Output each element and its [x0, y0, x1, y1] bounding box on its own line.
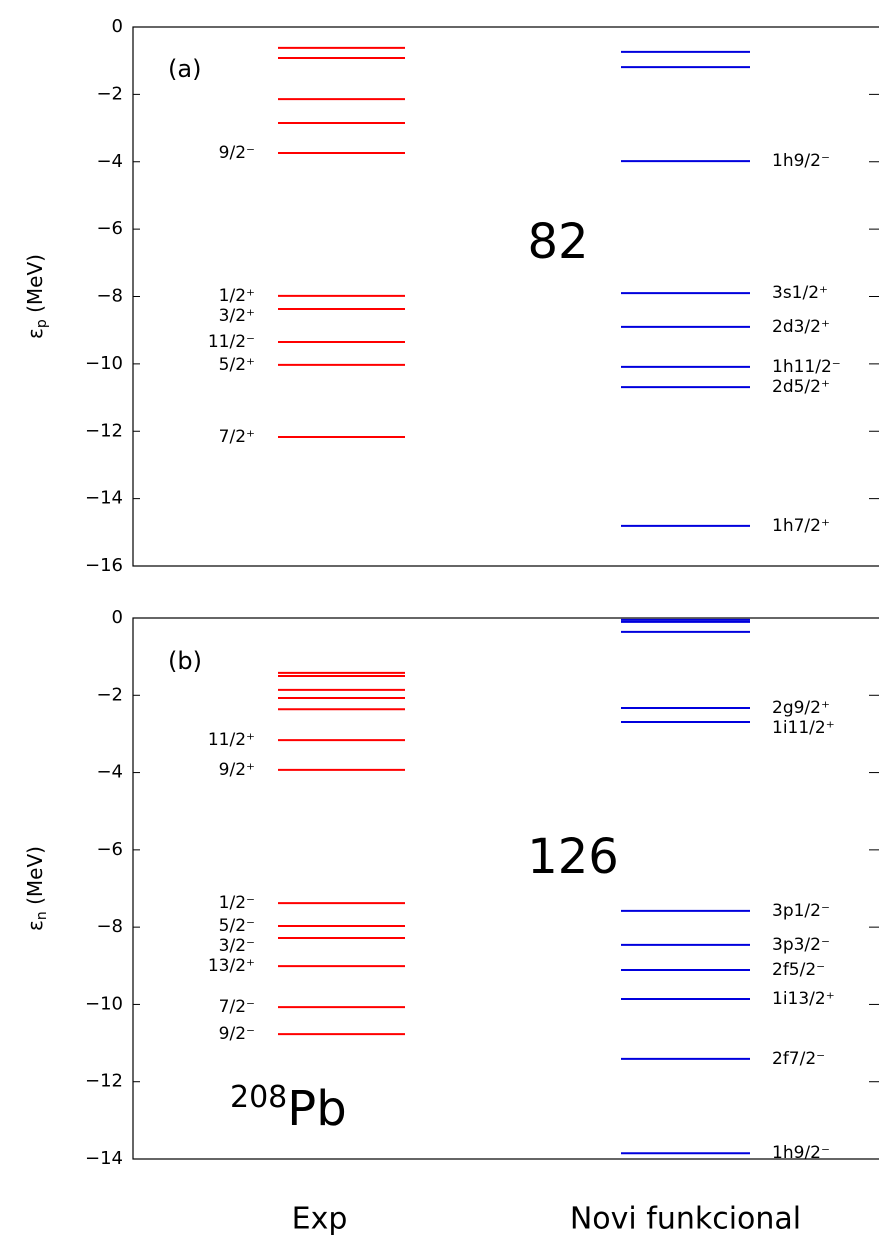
- magic-number: 82: [527, 214, 588, 270]
- y-label-unit: (MeV): [23, 254, 47, 319]
- level-label: 9/2⁺: [219, 760, 255, 780]
- level-label: 9/2⁻: [219, 1024, 255, 1044]
- magic-number: 126: [527, 829, 619, 885]
- column-label: Exp: [292, 1202, 348, 1237]
- level-label: 2f7/2⁻: [772, 1049, 825, 1069]
- level-label: 2f5/2⁻: [772, 960, 825, 980]
- y-tick-label: −12: [85, 420, 123, 441]
- y-tick-label: −8: [96, 286, 123, 307]
- level-label: 11/2⁻: [208, 332, 255, 352]
- y-tick-label: −14: [85, 1148, 123, 1169]
- y-label-unit: (MeV): [23, 846, 47, 911]
- y-tick-label: 0: [112, 16, 123, 37]
- level-label: 1h11/2⁻: [772, 357, 841, 377]
- level-label: 11/2⁺: [208, 730, 255, 750]
- y-tick-label: −4: [96, 762, 123, 783]
- y-tick-label: 0: [112, 607, 123, 628]
- level-label: 7/2⁺: [219, 427, 255, 447]
- y-tick-label: −10: [85, 993, 123, 1014]
- level-label: 13/2⁺: [208, 956, 255, 976]
- level-label: 5/2⁺: [219, 355, 255, 375]
- y-tick-label: −10: [85, 353, 123, 374]
- level-label: 1i11/2⁺: [772, 718, 835, 738]
- axes-frame: [132, 617, 879, 1160]
- level-label: 1/2⁺: [219, 286, 255, 306]
- level-label: 3/2⁺: [219, 306, 255, 326]
- level-label: 1h9/2⁻: [772, 1143, 830, 1163]
- level-label: 3p3/2⁻: [772, 935, 830, 955]
- y-tick-label: −12: [85, 1071, 123, 1092]
- level-label: 9/2⁻: [219, 143, 255, 163]
- level-label: 7/2⁻: [219, 997, 255, 1017]
- column-label: Novi funkcional: [570, 1202, 801, 1237]
- y-tick-label: −2: [96, 83, 123, 104]
- level-label: 1/2⁻: [219, 893, 255, 913]
- level-label: 2d5/2⁺: [772, 377, 830, 397]
- y-label-subscript: n: [34, 911, 50, 920]
- y-tick-label: −8: [96, 916, 123, 937]
- level-label: 2g9/2⁺: [772, 698, 830, 718]
- y-tick-label: −16: [85, 555, 123, 576]
- level-label: 3p1/2⁻: [772, 901, 830, 921]
- level-label: 5/2⁻: [219, 916, 255, 936]
- y-tick-label: −6: [96, 218, 123, 239]
- level-label: 1h9/2⁻: [772, 151, 830, 171]
- level-label: 1h7/2⁺: [772, 516, 830, 536]
- level-label: 1i13/2⁺: [772, 989, 835, 1009]
- y-axis-label: εp (MeV): [23, 254, 51, 339]
- level-label: 3s1/2⁺: [772, 283, 828, 303]
- y-label-subscript: p: [34, 319, 50, 328]
- mass-number: 208: [230, 1080, 287, 1115]
- y-tick-label: −14: [85, 488, 123, 509]
- y-tick-label: −2: [96, 684, 123, 705]
- y-label-symbol: ε: [23, 920, 47, 931]
- y-label-symbol: ε: [23, 328, 47, 339]
- element: Pb: [287, 1081, 346, 1137]
- level-label: 3/2⁻: [219, 936, 255, 956]
- panel-label: (a): [168, 55, 201, 83]
- y-axis-label: εn (MeV): [23, 846, 51, 931]
- y-tick-label: −4: [96, 151, 123, 172]
- panel-label: (b): [168, 647, 202, 675]
- y-tick-label: −6: [96, 839, 123, 860]
- level-label: 2d3/2⁺: [772, 317, 830, 337]
- nucleus: 208Pb: [230, 1080, 347, 1138]
